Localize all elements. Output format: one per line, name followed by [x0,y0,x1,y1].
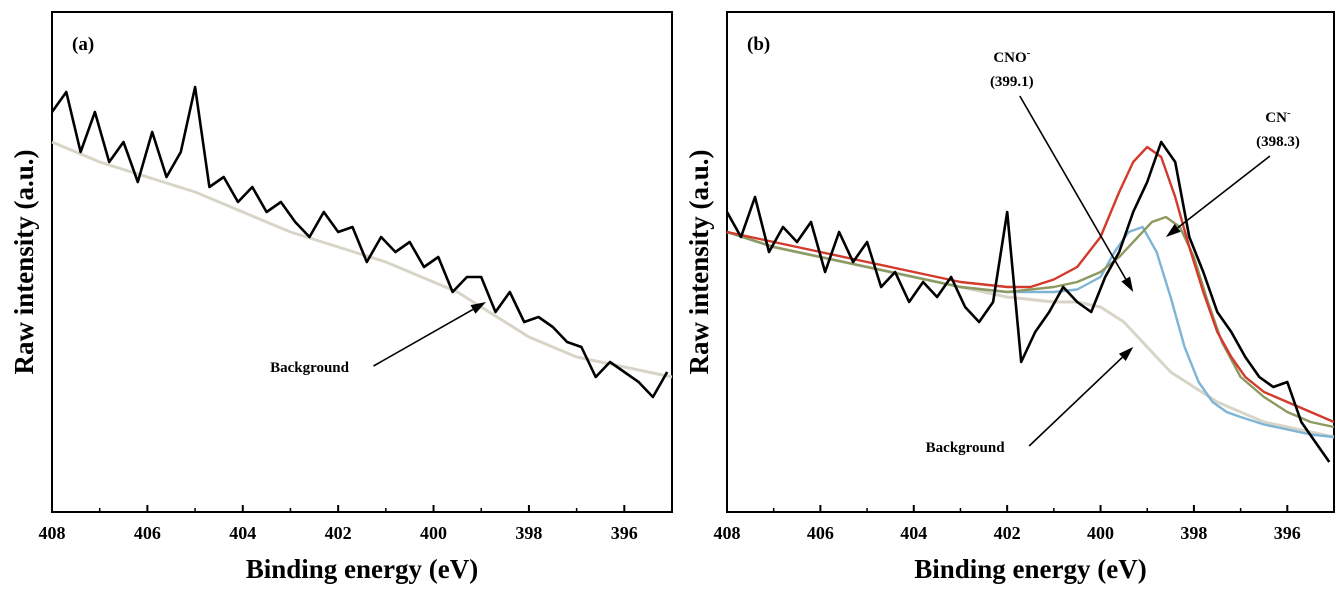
x-axis-title-a: Binding energy (eV) [246,554,479,584]
panel-b: 408 406 404 402 400 398 396 CNO- (399.1) CN- (398… [684,11,1335,584]
series-line-component-cno [726,225,1335,439]
plot-frame-b [726,11,1335,513]
x-tick-label: 400 [420,523,447,543]
x-tick-label: 406 [134,523,161,543]
annotation-superscript: - [1027,47,1031,59]
annotation-arrow [1028,356,1123,447]
x-tick-label: 404 [229,523,256,543]
annotation-label: CN- [1265,107,1291,126]
series-line-background-background [726,230,1335,439]
annotations-b: CNO- (399.1) CN- (398.3) Background [926,47,1300,456]
annotations-a: Background [270,302,486,376]
x-tick-label: 406 [807,523,834,543]
annotation-arrowhead [1118,347,1134,361]
series-group-a [50,85,673,399]
annotation-arrow [373,308,474,367]
x-tick-label: 400 [1087,523,1114,543]
x-tick-label: 402 [994,523,1021,543]
x-tick-label: 398 [515,523,542,543]
annotation-value: (398.3) [1256,134,1300,150]
x-tick-label: 396 [1274,523,1301,543]
series-line-raw [725,140,1331,463]
annotation-arrowhead [470,302,486,314]
series-group-b [725,140,1335,463]
x-ticks-a: 408 406 404 402 400 398 396 [39,505,638,543]
x-tick-label: 402 [325,523,352,543]
x-tick-label: 398 [1180,523,1207,543]
panel-a: 408 406 404 402 400 398 396 Background (a) Bin… [9,11,673,584]
series-line-component-cn [726,215,1335,429]
series-line-envelope-fit [726,145,1335,424]
x-tick-label: 396 [611,523,638,543]
annotation-value: (399.1) [990,74,1034,90]
annotation-arrow [1177,155,1271,229]
x-ticks-b: 408 406 404 402 400 398 396 [714,505,1301,543]
series-line-raw [50,85,669,399]
x-tick-label: 404 [900,523,927,543]
annotation-superscript: - [1287,107,1291,119]
series-line-background-background [51,140,673,379]
plot-frame-a [51,11,673,513]
annotation-label: CNO- [993,47,1030,66]
annotation-arrow [1019,95,1127,280]
y-axis-title-b: Raw intensity (a.u.) [684,149,714,374]
annotation-label: Background [270,360,350,376]
annotation-arrowhead [1165,223,1181,237]
x-tick-label: 408 [39,523,66,543]
y-axis-title-a: Raw intensity (a.u.) [9,149,39,374]
panel-label-b: (b) [747,34,770,55]
annotation-arrowhead [1121,276,1134,292]
annotation-label: Background [926,440,1006,456]
panel-label-a: (a) [72,34,94,55]
x-tick-label: 408 [714,523,741,543]
x-axis-title-b: Binding energy (eV) [914,554,1147,584]
